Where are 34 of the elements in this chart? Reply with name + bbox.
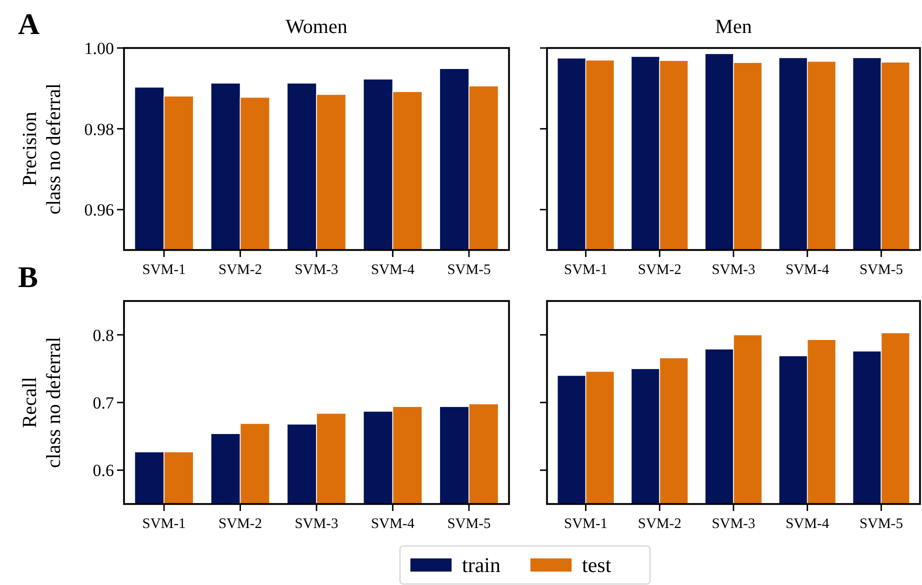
x-tick-label: SVM-2 [218, 262, 262, 278]
x-tick-label: SVM-2 [638, 262, 682, 278]
x-tick-label: SVM-4 [786, 516, 830, 532]
y-tick-label: 0.8 [92, 326, 114, 345]
legend-label: train [462, 553, 501, 577]
legend-label: test [582, 553, 612, 577]
y-axis-title: Recall class no deferral [19, 336, 65, 468]
x-tick-label: SVM-3 [712, 516, 756, 532]
x-tick-label: SVM-5 [447, 262, 491, 278]
x-tick-label: SVM-2 [638, 516, 682, 532]
x-tick-label: SVM-4 [370, 262, 416, 278]
x-tick-label: SVM-1 [142, 262, 186, 278]
y-tick-label: 0.96 [84, 200, 114, 220]
x-tick-label: SVM-3 [294, 516, 338, 532]
chart-title: Men [715, 16, 752, 38]
y-axis-title: Precision class no deferral [19, 83, 65, 215]
x-tick-label: SVM-5 [859, 516, 903, 532]
text: A [18, 8, 40, 41]
x-tick-label: SVM-4 [370, 516, 416, 532]
y-tick-label: 1.00 [84, 38, 114, 58]
x-tick-label: SVM-5 [859, 262, 903, 278]
x-tick-label: SVM-1 [142, 516, 186, 532]
x-tick-label: SVM-5 [447, 516, 491, 532]
x-tick-label: SVM-1 [564, 262, 608, 278]
x-tick-label: SVM-2 [218, 516, 262, 532]
y-tick-label: 0.6 [92, 461, 114, 480]
x-tick-label: SVM-3 [294, 262, 338, 278]
x-tick-label: SVM-1 [564, 516, 608, 532]
x-tick-label: SVM-4 [786, 262, 830, 278]
y-tick-label: 0.7 [92, 393, 114, 412]
x-tick-label: SVM-3 [712, 262, 756, 278]
text: B [18, 261, 38, 294]
y-tick-label: 0.98 [84, 120, 114, 139]
chart-title: Women [286, 16, 348, 38]
